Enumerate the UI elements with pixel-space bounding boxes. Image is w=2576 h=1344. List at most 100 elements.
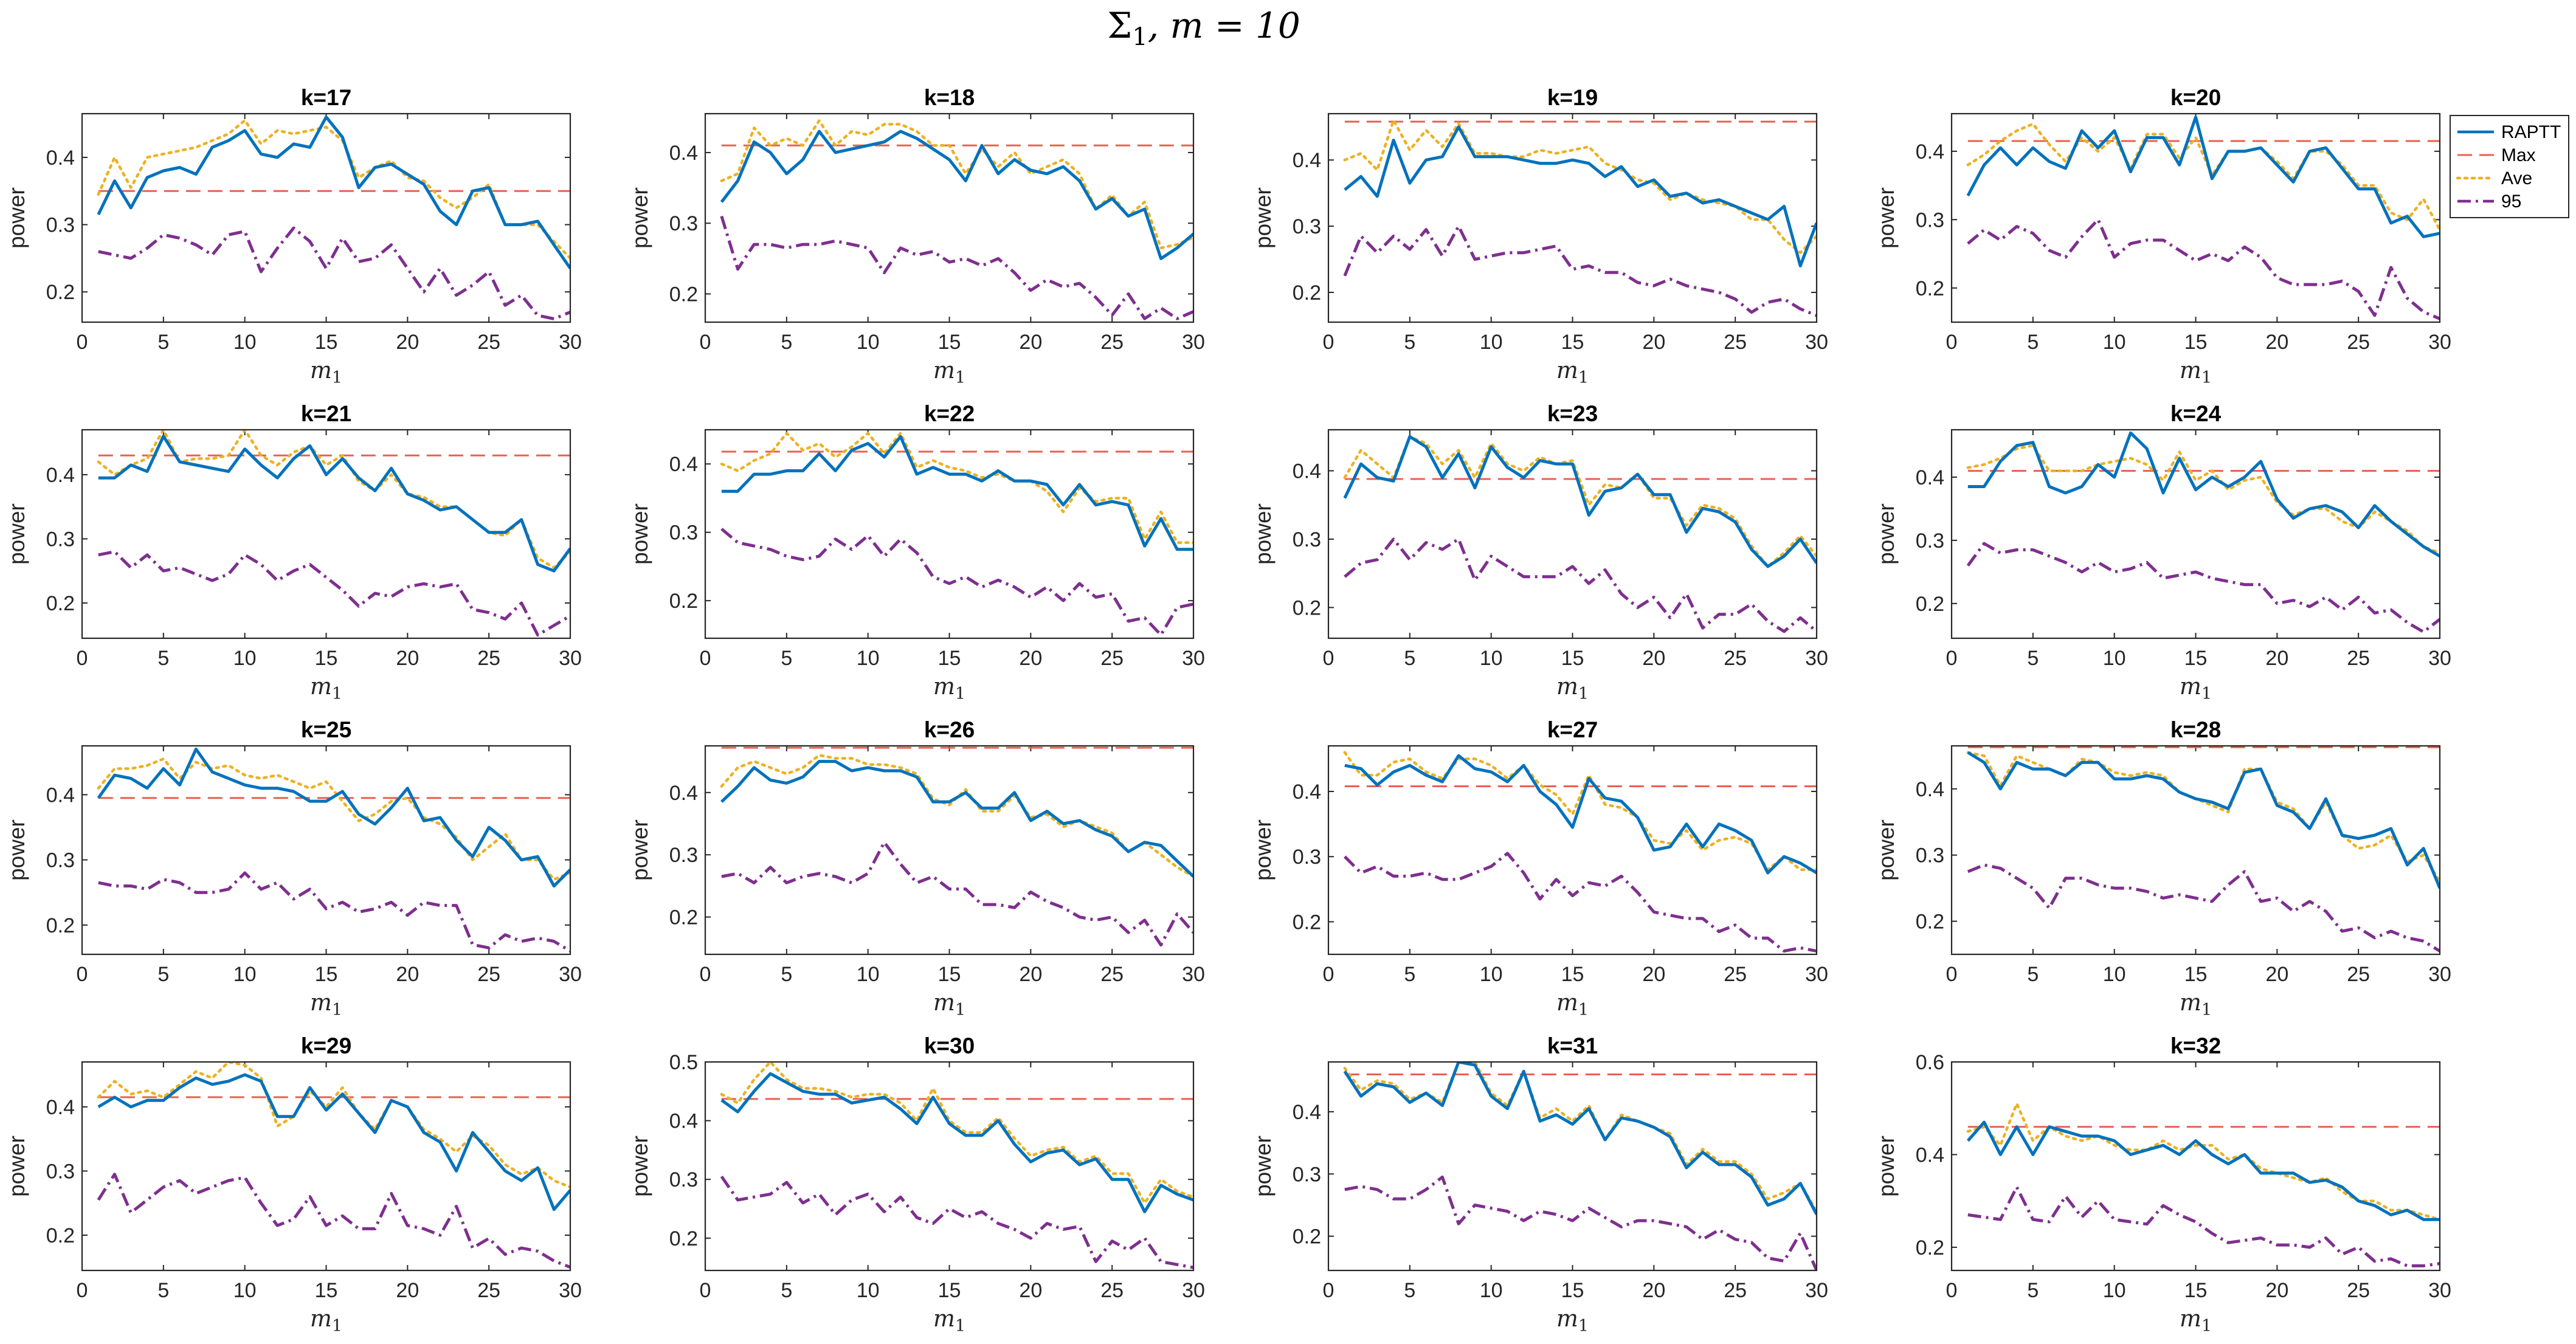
x-tick-label: 30: [2428, 963, 2451, 986]
y-axis-label: power: [1874, 187, 1899, 249]
y-axis-label: power: [4, 187, 29, 249]
series-line-ave: [720, 1062, 1193, 1205]
axes-frame: [1950, 429, 2441, 639]
series-line-ave: [1966, 444, 2440, 554]
y-tick-label: 0.3: [1293, 528, 1321, 551]
x-tick-label: 5: [1404, 1279, 1415, 1302]
subplot-title: k=27: [1547, 717, 1598, 742]
x-axis-label: m1: [310, 1305, 342, 1335]
x-tick-label: 30: [1182, 331, 1205, 354]
series-line-95: [1344, 852, 1817, 953]
x-tick-label: 10: [2103, 1279, 2126, 1302]
x-tick-label: 30: [559, 331, 582, 354]
series-line-95: [1343, 224, 1817, 317]
x-tick-label: 20: [1642, 963, 1665, 986]
y-tick-label: 0.4: [46, 784, 75, 807]
series-line-95: [721, 841, 1193, 947]
y-tick-label: 0.3: [669, 522, 698, 545]
plot-area: [1952, 430, 2440, 638]
x-tick-label: 25: [1100, 647, 1124, 670]
y-tick-label: 0.4: [46, 146, 75, 170]
y-axis-label: power: [627, 503, 652, 565]
x-tick-label: 25: [477, 1279, 500, 1302]
subplot-title: k=22: [924, 401, 975, 426]
y-tick-label: 0.4: [1293, 460, 1321, 483]
y-tick-label: 0.2: [1916, 1236, 1944, 1260]
series-line-raptt: [720, 129, 1193, 260]
x-tick-label: 30: [2428, 331, 2451, 354]
series-line-ave: [1343, 751, 1817, 871]
x-tick-label: 20: [396, 1279, 419, 1302]
x-tick-label: 0: [1323, 647, 1335, 670]
x-tick-label: 5: [2027, 963, 2039, 986]
axes-frame: [81, 1061, 571, 1272]
y-tick-label: 0.2: [46, 592, 75, 615]
x-tick-label: 20: [2265, 963, 2288, 986]
x-tick-label: 30: [2428, 647, 2451, 670]
x-tick-label: 0: [1946, 331, 1958, 354]
x-tick-label: 25: [2347, 963, 2370, 986]
subplot-k=29: 0 5 10 15 20 25 30 0.2 0.3 0.4 k=29 power m1: [4, 1033, 582, 1335]
y-axis-label: power: [1251, 1136, 1276, 1197]
axes-frame: [1327, 112, 1818, 323]
x-tick-label: 15: [1561, 331, 1584, 354]
series-line-raptt: [720, 1072, 1193, 1213]
x-tick-label: 20: [1019, 647, 1042, 670]
series-line-95: [98, 550, 570, 637]
x-tick-label: 15: [2184, 331, 2208, 354]
y-tick-label: 0.2: [669, 283, 698, 306]
y-tick-label: 0.4: [46, 1096, 75, 1119]
y-axis-label: power: [1874, 503, 1899, 565]
x-tick-label: 15: [938, 331, 961, 354]
y-tick-label: 0.2: [46, 1224, 75, 1247]
subplot-title: k=21: [301, 401, 351, 426]
y-tick-label: 0.2: [669, 906, 698, 929]
x-tick-label: 20: [1019, 1279, 1042, 1302]
y-axis-label: power: [627, 819, 652, 881]
x-tick-label: 20: [2265, 331, 2288, 354]
x-tick-label: 15: [938, 1279, 961, 1302]
x-tick-label: 25: [1100, 331, 1124, 354]
x-tick-label: 5: [1404, 331, 1415, 354]
subplot-title: k=31: [1547, 1033, 1598, 1058]
axes-frame: [1950, 1061, 2441, 1272]
series-line-95: [1344, 1175, 1817, 1270]
x-tick-label: 25: [477, 963, 500, 986]
x-tick-label: 25: [477, 647, 500, 670]
x-tick-label: 30: [559, 1279, 582, 1302]
subplot-k=31: 0 5 10 15 20 25 30 0.2 0.3 0.4 k=31 power m1: [1251, 1033, 1828, 1335]
x-tick-label: 30: [1805, 647, 1828, 670]
x-tick-label: 0: [1323, 963, 1335, 986]
y-tick-label: 0.4: [669, 453, 698, 476]
series-line-ave: [1343, 1062, 1817, 1213]
x-tick-label: 5: [157, 647, 169, 670]
y-tick-label: 0.2: [669, 1227, 698, 1250]
y-tick-label: 0.2: [46, 914, 75, 937]
x-tick-label: 25: [1724, 963, 1747, 986]
y-tick-label: 0.2: [46, 281, 75, 304]
subplot-k=26: 0 5 10 15 20 25 30 0.2 0.3 0.4 k=26 power m1: [627, 717, 1205, 1019]
y-tick-label: 0.4: [669, 782, 698, 805]
series-line-raptt: [97, 1073, 570, 1211]
plot-area: [705, 746, 1193, 954]
y-tick-label: 0.2: [669, 590, 698, 613]
x-tick-label: 20: [2265, 1279, 2288, 1302]
x-axis-label: m1: [310, 673, 342, 703]
plot-area: [1328, 746, 1817, 954]
x-tick-label: 0: [77, 963, 88, 986]
x-tick-label: 15: [938, 647, 961, 670]
x-tick-label: 10: [233, 963, 257, 986]
x-tick-label: 10: [857, 331, 880, 354]
figure-suptitle: Σ1, m = 10: [1107, 5, 1300, 51]
series-line-raptt: [98, 435, 570, 573]
x-tick-label: 10: [2103, 331, 2126, 354]
y-tick-label: 0.4: [1293, 781, 1321, 804]
x-tick-label: 0: [1323, 331, 1335, 354]
y-tick-label: 0.4: [46, 464, 75, 487]
series-line-ave: [97, 1062, 570, 1189]
y-tick-label: 0.4: [669, 1110, 698, 1133]
y-tick-label: 0.2: [1293, 1225, 1321, 1249]
x-tick-label: 20: [1642, 331, 1665, 354]
x-tick-label: 30: [1182, 1279, 1205, 1302]
plot-area: [705, 430, 1193, 638]
